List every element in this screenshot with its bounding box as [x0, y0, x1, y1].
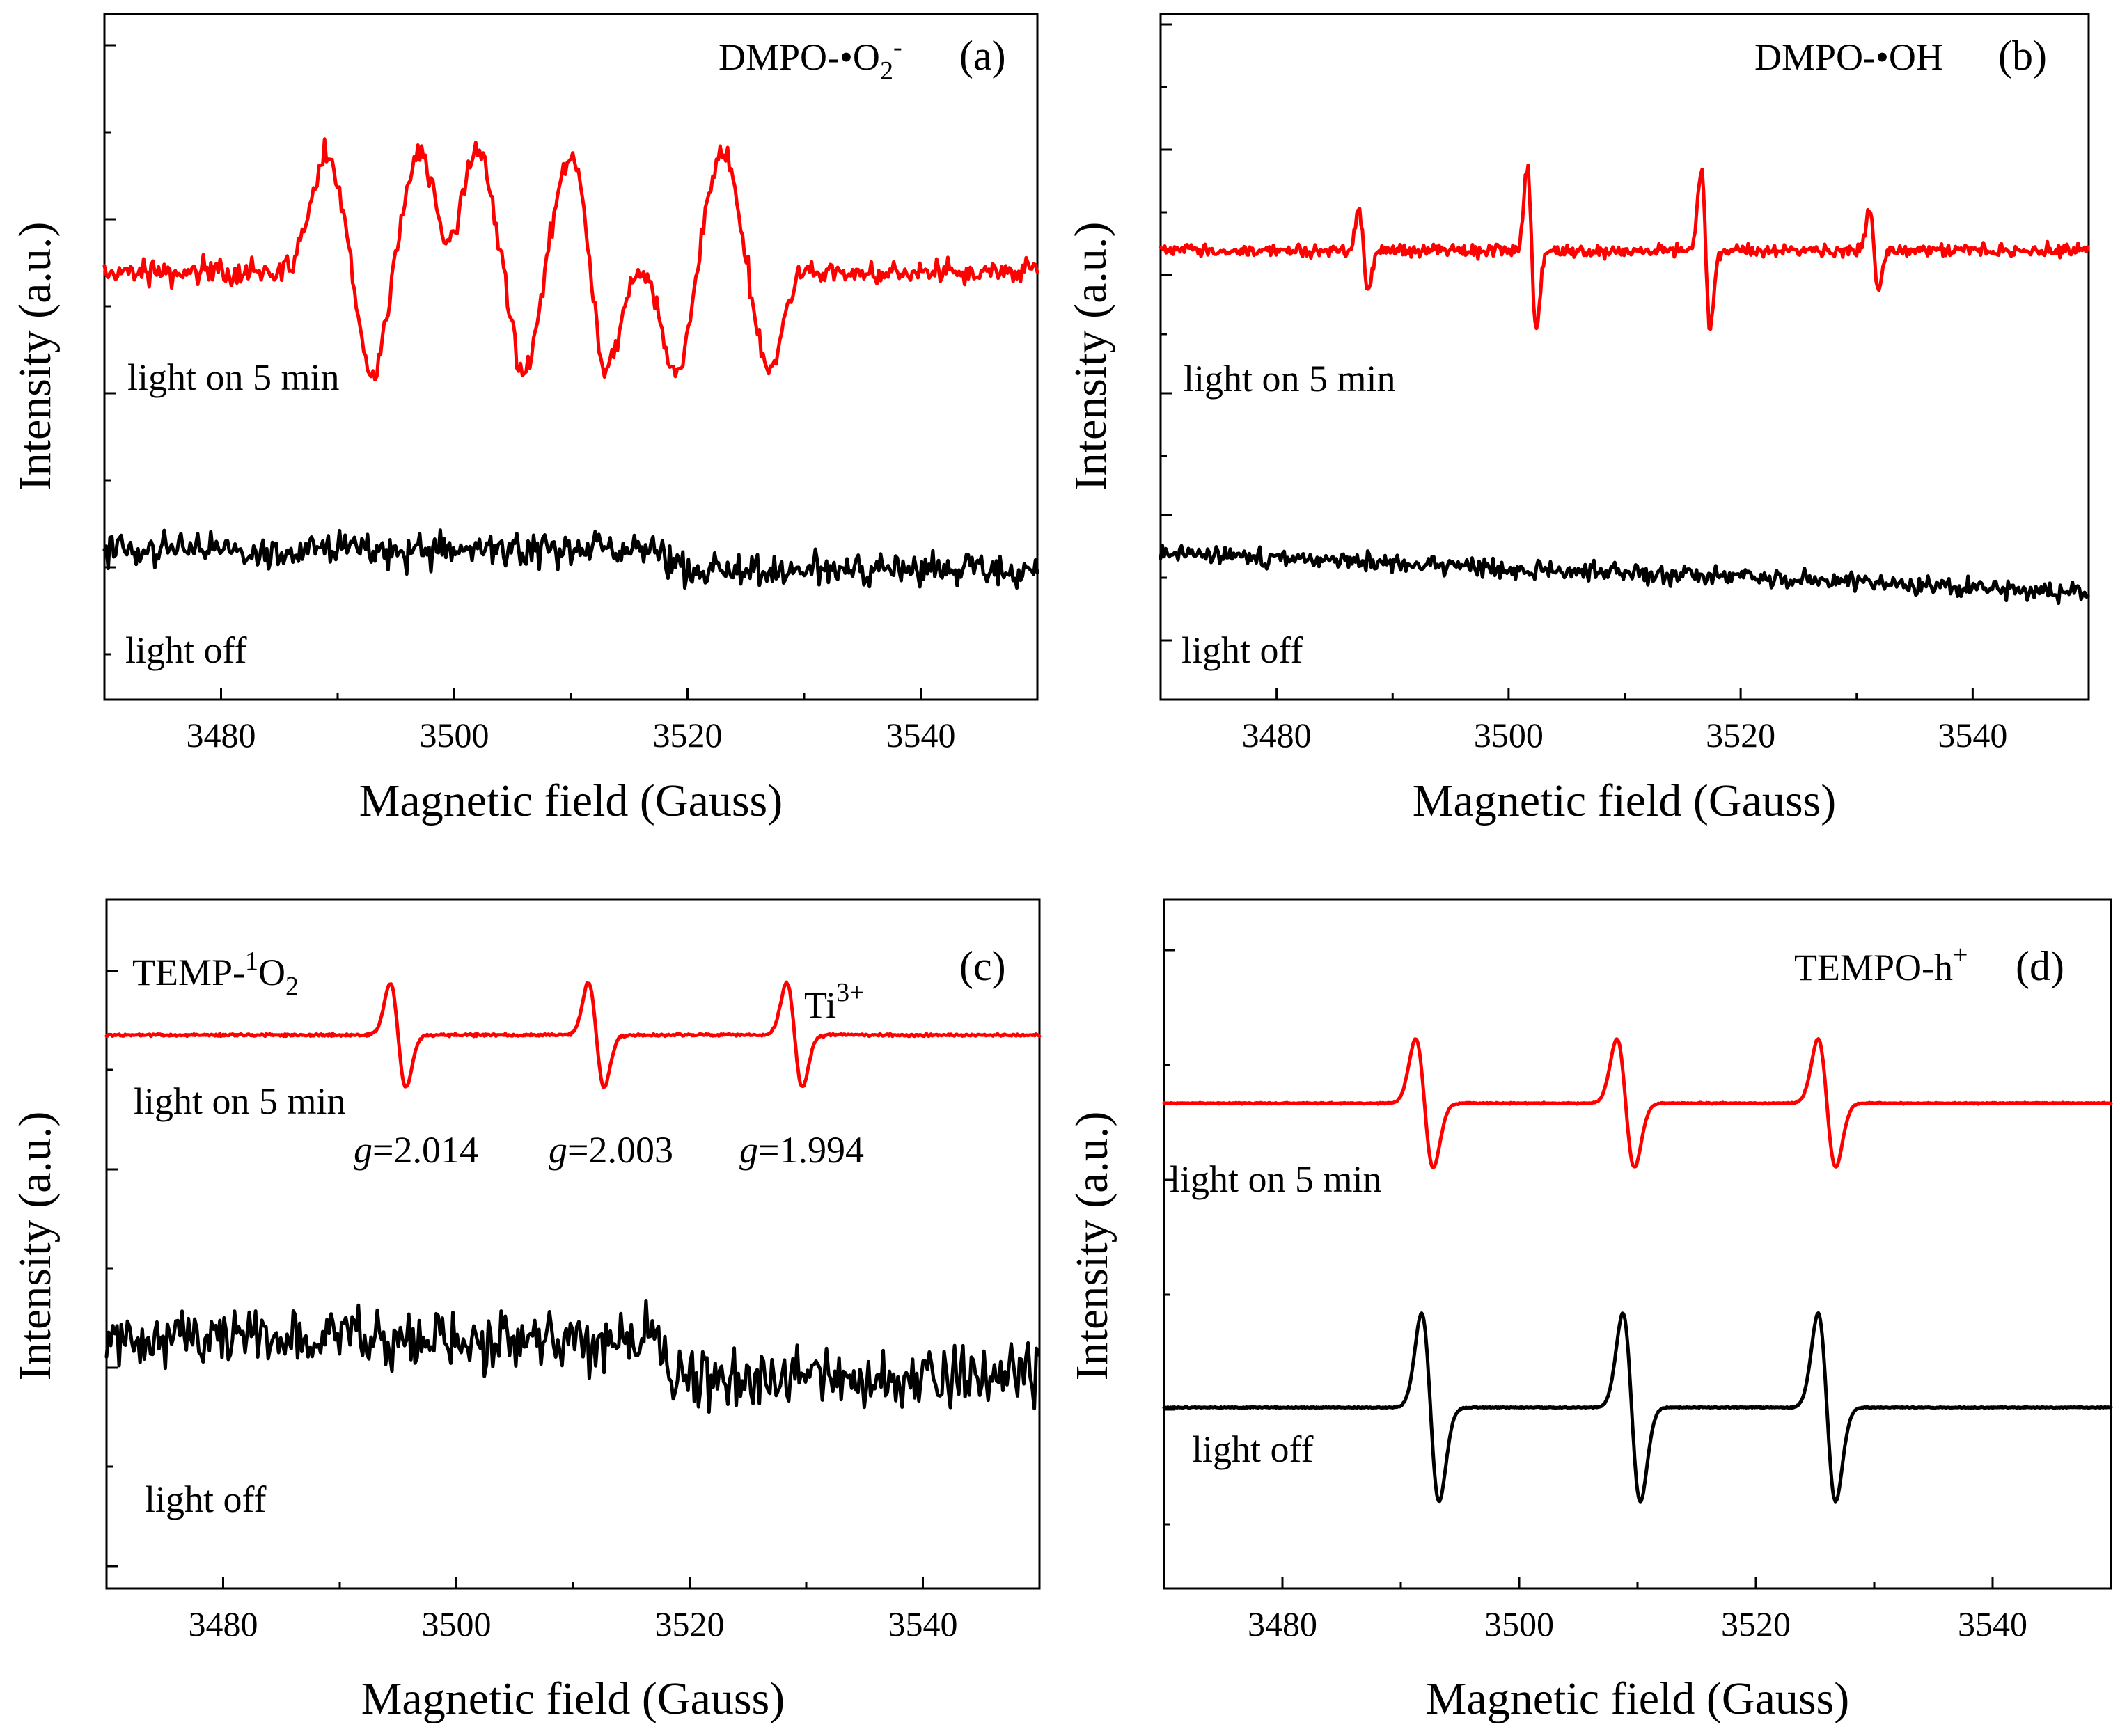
series-light-on-c — [104, 980, 1042, 1089]
panel-label-a: (a) — [959, 33, 1006, 79]
y-axis-title-b: Intensity (a.u.) — [1065, 222, 1116, 491]
panel-label-b: (b) — [1998, 33, 2047, 79]
plot-frame-b — [1159, 13, 2090, 701]
panel-d: TEMPO-h+ (d) light on 5 min light off 34… — [1067, 898, 2113, 1724]
series-light-off-d — [1162, 1311, 2113, 1504]
x-ticks-a: 3480 3500 3520 3540 — [103, 688, 1039, 755]
legend-light-off-d: light off — [1192, 1428, 1314, 1470]
x-tick-label-c-1: 3500 — [422, 1604, 492, 1643]
x-tick-label-d-0: 3480 — [1248, 1604, 1317, 1643]
y-ticks-c — [107, 970, 118, 1568]
species-label-a: DMPO-•O2- — [719, 33, 902, 86]
x-tick-label-c-0: 3480 — [189, 1604, 258, 1643]
panel-c: TEMP-1O2 (c) Ti3+ light on 5 min light o… — [10, 898, 1042, 1724]
series-light-off-c — [104, 1299, 1041, 1414]
x-tick-label-d-1: 3500 — [1484, 1604, 1554, 1643]
panel-label-c: (c) — [959, 943, 1006, 989]
annotation-ti3: Ti3+ — [804, 978, 865, 1026]
x-tick-label-b-3: 3540 — [1938, 716, 2007, 755]
x-tick-label-a-3: 3540 — [886, 716, 956, 755]
x-tick-label-d-2: 3520 — [1721, 1604, 1791, 1643]
g-label-3: g=1.994 — [739, 1129, 864, 1171]
g-label-2: g=2.003 — [549, 1129, 673, 1171]
x-tick-label-c-3: 3540 — [888, 1604, 958, 1643]
legend-light-off-b: light off — [1181, 629, 1303, 671]
y-axis-title-d: Intensity (a.u.) — [1067, 1112, 1117, 1381]
x-tick-label-a-2: 3520 — [653, 716, 723, 755]
g-label-1: g=2.014 — [354, 1129, 478, 1171]
x-ticks-c: 3480 3500 3520 3540 — [105, 1577, 1041, 1643]
series-light-on-b — [1159, 163, 2090, 331]
x-axis-title-a: Magnetic field (Gauss) — [359, 775, 783, 826]
x-ticks-d: 3480 3500 3520 3540 — [1163, 1577, 2112, 1643]
legend-light-on-b: light on 5 min — [1184, 358, 1396, 400]
x-tick-label-d-3: 3540 — [1958, 1604, 2027, 1643]
legend-light-on-a: light on 5 min — [127, 356, 340, 398]
series-light-on-a — [102, 137, 1039, 382]
species-label-b: DMPO-•OH — [1754, 36, 1943, 78]
legend-light-off-a: light off — [125, 629, 247, 671]
x-axis-title-b: Magnetic field (Gauss) — [1413, 775, 1836, 826]
x-axis-title-c: Magnetic field (Gauss) — [361, 1673, 785, 1724]
x-tick-label-b-1: 3500 — [1474, 716, 1544, 755]
x-tick-label-b-0: 3480 — [1242, 716, 1312, 755]
x-axis-title-d: Magnetic field (Gauss) — [1426, 1673, 1849, 1724]
y-ticks-a — [104, 44, 116, 656]
y-ticks-b — [1161, 23, 1172, 642]
x-ticks-b: 3480 3500 3520 3540 — [1159, 688, 2090, 755]
species-label-d: TEMPO-h+ — [1794, 940, 1968, 988]
x-tick-label-a-1: 3500 — [420, 716, 489, 755]
legend-light-on-c: light on 5 min — [134, 1080, 346, 1122]
y-axis-title-c: Intensity (a.u.) — [10, 1112, 61, 1381]
series-light-on-d — [1162, 1037, 2113, 1169]
panel-label-d: (d) — [2016, 943, 2064, 989]
species-label-c: TEMP-1O2 — [132, 947, 299, 1001]
x-tick-label-b-2: 3520 — [1706, 716, 1775, 755]
legend-light-on-d: light on 5 min — [1170, 1158, 1382, 1200]
x-tick-label-a-0: 3480 — [187, 716, 256, 755]
panel-b: DMPO-•OH (b) light on 5 min light off 34… — [1065, 13, 2090, 826]
series-light-off-a — [102, 528, 1039, 590]
y-axis-title-a: Intensity (a.u.) — [10, 222, 61, 491]
panel-a: DMPO-•O2- (a) light on 5 min light off 3… — [10, 13, 1039, 826]
y-ticks-d — [1164, 949, 1175, 1526]
series-light-off-b — [1159, 544, 2090, 606]
legend-light-off-c: light off — [145, 1478, 267, 1520]
x-tick-label-c-2: 3520 — [655, 1604, 725, 1643]
